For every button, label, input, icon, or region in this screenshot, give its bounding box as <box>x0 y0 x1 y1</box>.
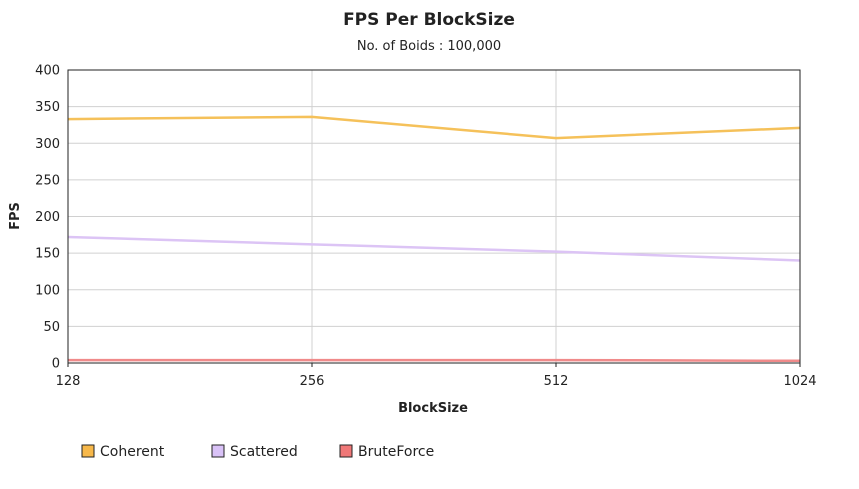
x-tick-label: 512 <box>544 374 569 389</box>
y-tick-label: 250 <box>35 173 60 188</box>
y-axis-label: FPS <box>8 202 23 230</box>
y-tick-label: 100 <box>35 283 60 298</box>
series-lines <box>67 115 801 363</box>
grid <box>68 70 800 363</box>
legend-swatch <box>211 444 225 458</box>
y-tick-label: 350 <box>35 100 60 115</box>
chart-title: FPS Per BlockSize <box>343 10 515 30</box>
chart-subtitle: No. of Boids : 100,000 <box>357 39 501 54</box>
legend-item-bruteforce: BruteForce <box>339 444 434 460</box>
x-tick-label: 128 <box>56 374 81 389</box>
series-line-coherent <box>67 115 801 140</box>
plot-frame <box>67 69 801 364</box>
x-tick-label: 256 <box>300 374 325 389</box>
x-axis-ticks: 128 256 512 1024 <box>56 363 817 389</box>
legend-swatch <box>339 444 353 458</box>
legend-item-coherent: Coherent <box>81 444 165 460</box>
legend-swatch <box>81 444 95 458</box>
x-tick-label: 1024 <box>783 374 816 389</box>
y-tick-label: 400 <box>35 64 60 79</box>
y-tick-label: 50 <box>43 320 60 335</box>
x-axis-label: BlockSize <box>398 401 468 416</box>
y-tick-label: 200 <box>35 210 60 225</box>
y-axis-ticks: 0 50 100 150 200 250 300 350 400 <box>35 64 60 372</box>
legend-label: BruteForce <box>358 444 434 460</box>
y-tick-label: 0 <box>52 357 60 372</box>
y-tick-label: 150 <box>35 247 60 262</box>
y-tick-label: 300 <box>35 137 60 152</box>
series-line-scattered <box>67 235 801 262</box>
legend-label: Coherent <box>100 444 165 460</box>
series-line-bruteforce <box>68 358 801 363</box>
legend-item-scattered: Scattered <box>211 444 298 460</box>
legend: Coherent Scattered BruteForce <box>81 444 434 460</box>
legend-label: Scattered <box>230 444 298 460</box>
